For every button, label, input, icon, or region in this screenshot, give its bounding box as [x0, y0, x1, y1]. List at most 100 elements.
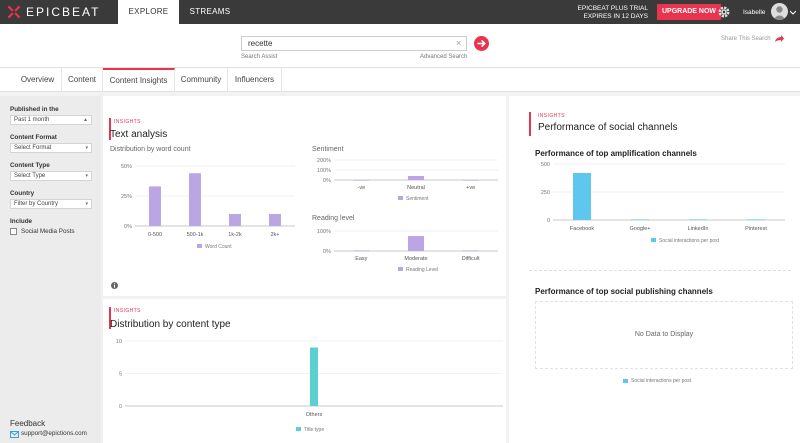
- y-tick-label: 10: [116, 339, 122, 345]
- legend-label: Word Count: [205, 244, 232, 250]
- bar-moderate: [408, 236, 424, 251]
- legend-label: Reading Level: [406, 267, 438, 273]
- tab-overview[interactable]: Overview: [14, 68, 62, 92]
- support-email-link[interactable]: support@epictions.com: [21, 430, 87, 437]
- bar-neutral: [408, 176, 424, 180]
- y-tick-label: 50%: [121, 164, 132, 170]
- tab-explore[interactable]: EXPLORE: [118, 0, 179, 24]
- country-select[interactable]: Filter by Country ▾: [10, 199, 92, 209]
- search-area: × Search Assist Advanced Search Share Th…: [0, 24, 800, 68]
- content-type-card: INSIGHTS Distribution by content type 10…: [103, 299, 506, 443]
- social-card-title: Performance of social channels: [538, 122, 678, 133]
- y-tick-label: 25%: [121, 194, 132, 200]
- published-label: Published in the: [10, 106, 59, 113]
- tab-community[interactable]: Community: [175, 68, 228, 92]
- bar-easy: [353, 250, 370, 252]
- content-type-chart: 10 5 0 Others Title type: [116, 339, 503, 433]
- tab-content-insights[interactable]: Content Insights: [103, 68, 175, 92]
- clear-search-icon[interactable]: ×: [456, 38, 462, 48]
- brand-name[interactable]: EPICBEAT: [26, 5, 101, 19]
- x-tick-label: 1k-2k: [228, 232, 242, 238]
- published-select[interactable]: Past 1 month ▲: [10, 115, 92, 125]
- country-value: Filter by Country: [14, 201, 59, 207]
- bar-facebook: [573, 172, 591, 220]
- share-icon[interactable]: [774, 34, 784, 44]
- publishing-legend-label: Social interactions per post: [631, 378, 692, 384]
- bar--ve: [462, 179, 479, 181]
- x-tick-label: 500-1k: [187, 232, 204, 238]
- x-tick-label: Facebook: [570, 226, 594, 232]
- y-tick-label: 250: [541, 190, 550, 196]
- y-tick-label: 0%: [124, 224, 132, 230]
- select-arrow-icon: ▾: [85, 201, 88, 207]
- text-analysis-card: INSIGHTS Text analysis Distribution by w…: [103, 96, 506, 296]
- insights-accent-bar: [109, 307, 111, 329]
- user-name[interactable]: Isabelle: [743, 9, 766, 16]
- text-analysis-title: Text analysis: [110, 129, 168, 140]
- bar-google-: [631, 219, 649, 221]
- legend-swatch: [651, 238, 656, 242]
- tab-influencers[interactable]: Influencers: [228, 68, 282, 92]
- select-arrow-icon: ▾: [85, 145, 88, 151]
- type-label: Content Type: [10, 162, 50, 169]
- y-tick-label: 0%: [323, 178, 331, 184]
- advanced-search-link[interactable]: Advanced Search: [420, 54, 468, 60]
- x-tick-label: Difficult: [462, 256, 480, 262]
- insights-badge: INSIGHTS: [114, 308, 141, 314]
- x-tick-label: 0-500: [148, 232, 162, 238]
- info-icon[interactable]: [111, 282, 118, 289]
- legend-label: Social interactions per post: [659, 238, 720, 244]
- x-tick-label: LinkedIn: [688, 226, 709, 232]
- reading-chart-title: Reading level: [312, 215, 355, 222]
- legend-label: Title type: [304, 427, 324, 433]
- format-select[interactable]: Select Format ▾: [10, 143, 92, 153]
- bar-difficult: [462, 250, 479, 252]
- x-tick-label: Google+: [630, 226, 651, 232]
- type-select[interactable]: Select Type ▾: [10, 171, 92, 181]
- content-tabs: Overview Content Content Insights Commun…: [0, 68, 800, 92]
- y-tick-label: 100%: [317, 168, 331, 174]
- legend-swatch: [398, 267, 403, 271]
- avatar[interactable]: [771, 3, 788, 20]
- legend-swatch: [197, 244, 202, 248]
- x-tick-label: Moderate: [404, 256, 427, 262]
- chevron-down-icon[interactable]: [790, 10, 796, 15]
- bar-pinterest: [747, 219, 765, 221]
- publishing-chart-area: [535, 301, 793, 369]
- y-tick-label: 500: [541, 162, 550, 168]
- sentiment-chart: 200% 100% 0% -ve Neutral +ve Sentiment: [317, 158, 498, 202]
- wordcount-chart: 50% 25% 0% 0-500 500-1k 1k-2k 2k+ Word Count: [121, 164, 295, 250]
- legend-label: Sentiment: [406, 196, 429, 202]
- upgrade-button[interactable]: UPGRADE NOW: [657, 4, 721, 20]
- x-tick-label: Neutral: [407, 185, 425, 191]
- social-media-checkbox[interactable]: [10, 228, 17, 235]
- x-tick-label: Pinterest: [745, 226, 767, 232]
- search-input[interactable]: [241, 36, 467, 51]
- search-assist-link[interactable]: Search Assist: [241, 54, 278, 60]
- tab-streams[interactable]: STREAMS: [189, 7, 231, 16]
- type-value: Select Type: [14, 173, 46, 179]
- y-tick-label: 0: [547, 218, 550, 224]
- mail-icon: [10, 431, 19, 438]
- x-tick-label: 2k+: [270, 232, 279, 238]
- tab-content[interactable]: Content: [62, 68, 103, 92]
- y-tick-label: 0: [119, 404, 122, 410]
- search-go-button[interactable]: [474, 36, 489, 51]
- x-tick-label: Others: [306, 412, 323, 418]
- bar-2k-: [269, 214, 281, 226]
- legend-swatch: [296, 427, 301, 431]
- social-media-label[interactable]: Social Media Posts: [21, 228, 75, 235]
- social-channels-card: INSIGHTS Performance of social channels …: [509, 96, 800, 443]
- bar--ve: [353, 179, 370, 181]
- gear-icon[interactable]: [717, 5, 731, 19]
- select-arrow-icon: ▾: [85, 173, 88, 179]
- y-tick-label: 100%: [317, 229, 331, 235]
- share-search-link[interactable]: Share This Search: [721, 36, 771, 42]
- no-data-message: No Data to Display: [634, 331, 694, 338]
- insights-badge: INSIGHTS: [114, 119, 141, 125]
- epicbeat-logo-icon[interactable]: [7, 5, 21, 19]
- amplification-chart: 500 250 0 Facebook Google+ LinkedIn Pinterest S…: [541, 162, 785, 244]
- sentiment-chart-title: Sentiment: [312, 146, 344, 153]
- section-divider: [529, 270, 791, 271]
- insights-badge: INSIGHTS: [538, 113, 565, 119]
